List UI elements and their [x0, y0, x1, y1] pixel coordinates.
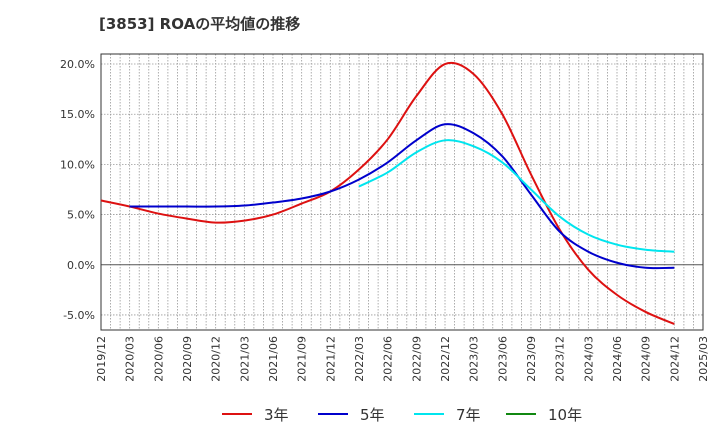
series-line: [100, 61, 675, 325]
legend: 3年 5年 7年 10年: [222, 406, 582, 424]
x-tick-label: 2022/12: [439, 336, 452, 382]
plot-frame: [100, 53, 704, 331]
x-tick-label: 2023/09: [525, 336, 538, 382]
x-tick-label: 2022/03: [353, 336, 366, 382]
x-tick-label: 2020/09: [181, 336, 194, 382]
grid-lines: [101, 54, 703, 330]
chart-title: [3853] ROAの平均値の推移: [99, 15, 301, 33]
x-tick-label: 2021/03: [238, 336, 251, 382]
x-tick-label: 2023/06: [496, 336, 509, 382]
x-tick-label: 2024/09: [640, 336, 653, 382]
series-lines: [100, 61, 675, 325]
y-tick-label: 20.0%: [60, 58, 95, 71]
legend-label: 7年: [456, 406, 481, 424]
series-line: [129, 123, 675, 270]
x-tick-label: 2023/12: [554, 336, 567, 382]
y-tick-label: 15.0%: [60, 108, 95, 121]
x-tick-label: 2019/12: [95, 336, 108, 382]
y-tick-label: 10.0%: [60, 158, 95, 171]
x-tick-label: 2022/09: [410, 336, 423, 382]
x-tick-label: 2022/06: [382, 336, 395, 382]
x-tick-label: 2025/03: [697, 336, 710, 382]
axes: 20.0% 15.0% 10.0% 5.0% 0.0% -5.0% 2019/12 2020/…: [60, 53, 710, 382]
x-tick-label: 2024/06: [611, 336, 624, 382]
x-tick-label: 2021/12: [324, 336, 337, 382]
y-tick-label: -5.0%: [63, 309, 95, 322]
legend-label: 10年: [548, 406, 582, 424]
x-tick-label: 2024/03: [582, 336, 595, 382]
x-tick-label: 2024/12: [668, 336, 681, 382]
x-tick-label: 2023/03: [468, 336, 481, 382]
legend-label: 3年: [264, 406, 289, 424]
x-tick-label: 2020/12: [210, 336, 223, 382]
x-tick-label: 2021/09: [296, 336, 309, 382]
series-line: [358, 139, 675, 253]
y-tick-label: 0.0%: [67, 259, 95, 272]
x-tick-label: 2020/06: [152, 336, 165, 382]
x-tick-label: 2021/06: [267, 336, 280, 382]
legend-label: 5年: [360, 406, 385, 424]
y-tick-label: 5.0%: [67, 209, 95, 222]
x-tick-label: 2020/03: [124, 336, 137, 382]
